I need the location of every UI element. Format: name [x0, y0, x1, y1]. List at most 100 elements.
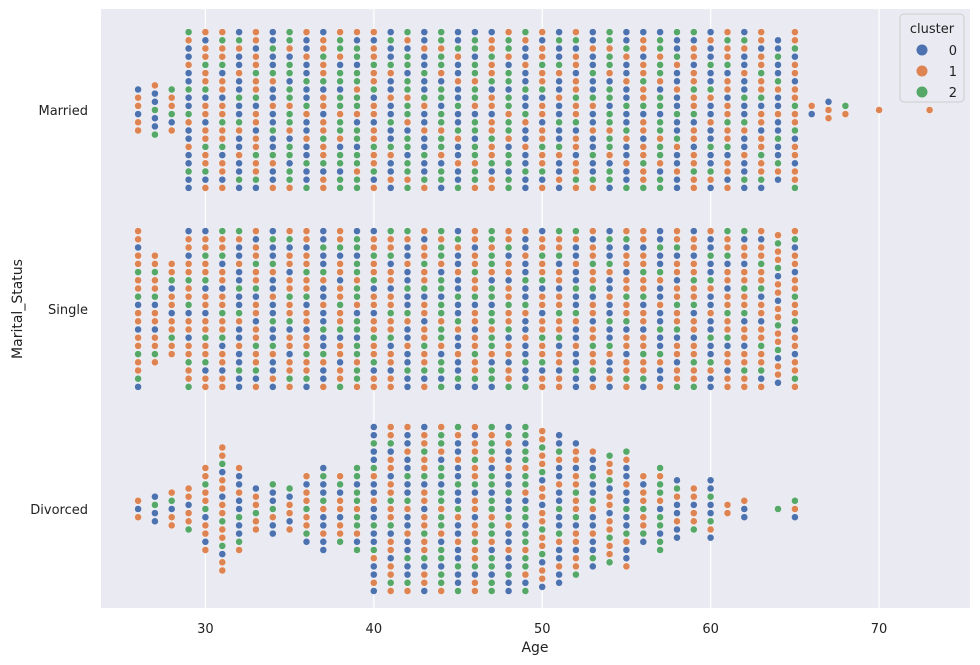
swarm-point	[538, 501, 546, 509]
swarm-point	[538, 251, 546, 260]
swarm-point	[370, 472, 378, 480]
swarm-point	[370, 342, 378, 350]
swarm-point	[639, 243, 647, 252]
swarm-point	[706, 143, 715, 151]
swarm-point	[420, 36, 428, 44]
swarm-point	[572, 456, 580, 464]
swarm-point	[521, 447, 530, 456]
swarm-point	[420, 488, 428, 497]
swarm-point	[538, 325, 546, 334]
swarm-point	[555, 513, 563, 521]
swarm-point	[706, 484, 715, 493]
swarm-point	[403, 350, 412, 358]
swarm-point	[791, 342, 799, 350]
swarm-point	[488, 423, 496, 431]
swarm-point	[184, 484, 193, 493]
swarm-point	[387, 513, 395, 521]
swarm-point	[774, 159, 782, 168]
swarm-point	[269, 529, 277, 538]
swarm-point	[774, 305, 782, 313]
swarm-point	[302, 36, 311, 44]
swarm-point	[151, 309, 159, 317]
swarm-point	[370, 251, 378, 260]
swarm-point	[437, 334, 445, 342]
swarm-point	[605, 227, 614, 235]
swarm-point	[252, 358, 260, 366]
swarm-point	[403, 579, 412, 587]
swarm-point	[706, 366, 715, 375]
swarm-point	[605, 102, 614, 110]
swarm-point	[420, 505, 428, 513]
swarm-point	[167, 342, 176, 350]
swarm-point	[673, 268, 681, 276]
swarm-point	[605, 251, 614, 260]
swarm-point	[521, 243, 530, 252]
swarm-point	[605, 134, 614, 143]
swarm-point	[319, 268, 327, 276]
swarm-point	[555, 260, 563, 268]
swarm-point	[471, 358, 479, 366]
swarm-point	[471, 562, 479, 571]
swarm-point	[336, 85, 344, 94]
swarm-point	[723, 110, 732, 118]
swarm-point	[471, 243, 479, 252]
swarm-point	[302, 53, 311, 61]
swarm-point	[723, 383, 732, 391]
swarm-point	[521, 570, 530, 579]
swarm-point	[706, 317, 715, 325]
swarm-point	[690, 77, 698, 86]
swarm-point	[791, 513, 799, 521]
swarm-point	[336, 126, 344, 135]
swarm-point	[521, 480, 530, 489]
swarm-point	[774, 297, 782, 305]
swarm-point	[167, 260, 176, 268]
swarm-point	[673, 69, 681, 77]
swarm-point	[403, 456, 412, 464]
swarm-point	[201, 175, 210, 184]
swarm-point	[454, 260, 462, 268]
swarm-point	[302, 529, 311, 538]
swarm-point	[639, 175, 647, 184]
swarm-point	[353, 260, 361, 268]
swarm-point	[403, 423, 412, 431]
swarm-point	[437, 456, 445, 464]
swarm-point	[589, 69, 597, 77]
swarm-point	[437, 431, 445, 439]
swarm-point	[639, 184, 647, 192]
swarm-point	[370, 554, 378, 562]
swarm-point	[521, 521, 530, 530]
swarm-point	[269, 93, 277, 102]
swarm-point	[235, 243, 243, 252]
swarm-point	[184, 53, 193, 61]
swarm-point	[521, 301, 530, 309]
swarm-point	[269, 151, 277, 159]
swarm-point	[673, 36, 681, 44]
swarm-point	[589, 143, 597, 151]
swarm-point	[285, 375, 294, 383]
swarm-point	[504, 293, 513, 301]
swarm-point	[521, 61, 530, 69]
swarm-point	[504, 309, 513, 317]
swarm-point	[454, 293, 462, 301]
swarm-point	[403, 102, 412, 110]
swarm-point	[656, 488, 664, 497]
swarm-point	[589, 529, 597, 538]
swarm-point	[218, 525, 227, 534]
swarm-point	[252, 102, 260, 110]
swarm-point	[235, 28, 243, 36]
swarm-point	[454, 562, 462, 571]
swarm-point	[151, 251, 159, 260]
swarm-point	[538, 566, 546, 575]
swarm-point	[521, 44, 530, 53]
swarm-point	[538, 542, 546, 550]
swarm-point	[167, 317, 176, 325]
swarm-point	[420, 546, 428, 554]
swarm-point	[757, 77, 765, 86]
swarm-point	[387, 85, 395, 94]
swarm-point	[471, 480, 479, 489]
swarm-point	[454, 513, 462, 521]
swarm-point	[252, 28, 260, 36]
swarm-point	[454, 334, 462, 342]
swarm-point	[572, 488, 580, 497]
swarm-point	[521, 464, 530, 472]
